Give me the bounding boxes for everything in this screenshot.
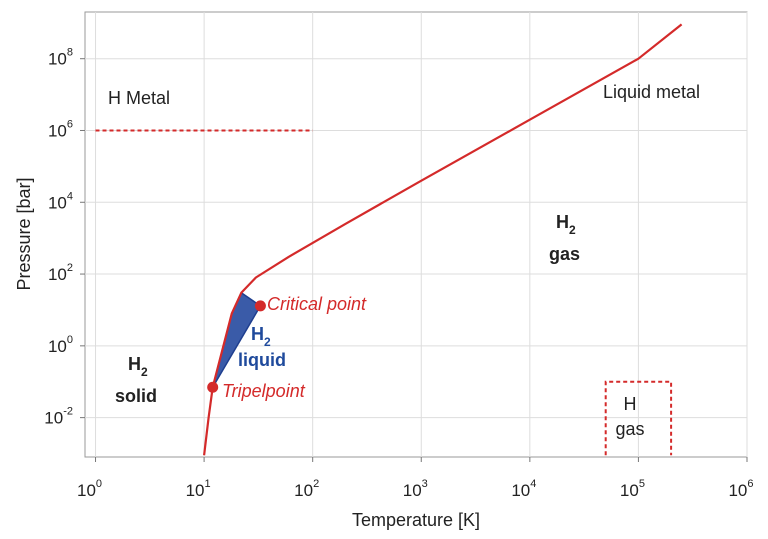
h-gas-word: gas	[615, 419, 644, 439]
x-axis-ticks: 100 101 102 103 104 105 106	[77, 457, 754, 500]
critical-point-marker	[254, 300, 266, 312]
y-tick-label: 100	[48, 334, 73, 356]
x-tick-label: 100	[77, 478, 102, 500]
h2-gas-label: H2	[556, 212, 576, 237]
x-tick-label: 104	[511, 478, 536, 500]
h2-gas-word: gas	[549, 244, 580, 264]
plot-area	[84, 11, 748, 458]
liquid-metal-label: Liquid metal	[603, 82, 700, 102]
h2-solid-word: solid	[115, 386, 157, 406]
x-tick-label: 101	[186, 478, 211, 500]
tripelpoint-label: Tripelpoint	[222, 381, 306, 401]
y-tick-label: 108	[48, 47, 73, 69]
critical-point-label: Critical point	[267, 294, 367, 314]
y-tick-label: 104	[48, 190, 73, 212]
x-axis-title: Temperature [K]	[352, 510, 480, 530]
h2-solid-label: H2	[128, 354, 148, 379]
h2-liquid-word: liquid	[238, 350, 286, 370]
x-tick-label: 102	[294, 478, 319, 500]
x-tick-label: 103	[403, 478, 428, 500]
h-metal-label: H Metal	[108, 88, 170, 108]
x-tick-label: 105	[620, 478, 645, 500]
y-axis-title: Pressure [bar]	[14, 177, 34, 290]
y-axis-ticks: 10-2 100 102 104 106 108	[44, 47, 85, 428]
h-gas-region-box	[604, 380, 673, 456]
tripelpoint-marker	[207, 381, 219, 393]
y-tick-label: 106	[48, 118, 73, 140]
h2-liquid-label: H2	[251, 324, 271, 349]
y-tick-label: 10-2	[44, 406, 73, 428]
y-tick-label: 102	[48, 262, 73, 284]
h-gas-label: H	[624, 394, 637, 414]
x-tick-label: 106	[728, 478, 753, 500]
